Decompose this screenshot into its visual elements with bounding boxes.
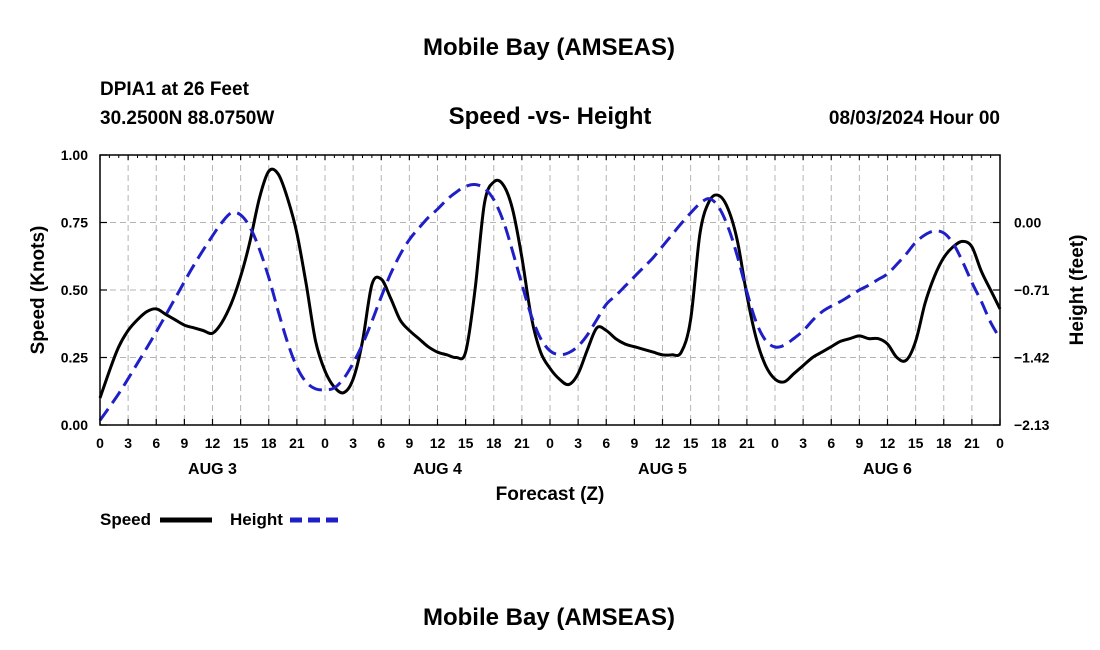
x-tick-label: 21 <box>964 435 980 451</box>
x-tick-label: 9 <box>630 435 638 451</box>
x-tick-label: 0 <box>996 435 1004 451</box>
y-axis-left-title: Speed (Knots) <box>28 226 49 355</box>
x-tick-label: 12 <box>205 435 221 451</box>
x-tick-label: 9 <box>180 435 188 451</box>
y-left-tick-label: 0.25 <box>61 350 88 366</box>
x-tick-label: 0 <box>96 435 104 451</box>
day-label: AUG 3 <box>188 461 237 478</box>
x-tick-label: 15 <box>233 435 249 451</box>
y-left-tick-label: 1.00 <box>61 147 88 163</box>
datetime-label: 08/03/2024 Hour 00 <box>829 108 1000 129</box>
x-tick-label: 18 <box>711 435 727 451</box>
chart-subtitle: Speed -vs- Height <box>449 103 652 130</box>
tick-marks <box>99 154 1001 426</box>
x-axis-title: Forecast (Z) <box>496 484 605 505</box>
x-tick-label: 18 <box>486 435 502 451</box>
y-left-tick-label: 0.00 <box>61 417 88 433</box>
x-tick-label: 18 <box>261 435 277 451</box>
x-tick-label: 15 <box>683 435 699 451</box>
legend-speed-label: Speed <box>100 510 151 529</box>
x-tick-label: 0 <box>321 435 329 451</box>
x-tick-label: 3 <box>124 435 132 451</box>
x-tick-label: 3 <box>799 435 807 451</box>
x-tick-label: 6 <box>152 435 160 451</box>
day-label: AUG 6 <box>863 461 912 478</box>
x-tick-label: 21 <box>739 435 755 451</box>
y-right-tick-label: −0.71 <box>1014 282 1050 298</box>
x-tick-label: 15 <box>458 435 474 451</box>
y-left-tick-label: 0.50 <box>61 282 88 298</box>
day-label: AUG 5 <box>638 461 687 478</box>
right-axis-labels: −2.13 −1.42 −0.71 0.00 <box>1014 215 1050 434</box>
legend-height-label: Height <box>230 510 283 529</box>
x-tick-label: 18 <box>936 435 952 451</box>
y-right-tick-label: −2.13 <box>1014 417 1050 433</box>
x-tick-label: 3 <box>574 435 582 451</box>
series-lines <box>98 167 1002 422</box>
series-height-line <box>98 182 1002 422</box>
y-axis-right-title: Height (feet) <box>1067 235 1088 346</box>
x-tick-label: 3 <box>349 435 357 451</box>
x-tick-label: 21 <box>514 435 530 451</box>
x-tick-label: 15 <box>908 435 924 451</box>
x-tick-label: 0 <box>546 435 554 451</box>
left-axis-labels: 0.00 0.25 0.50 0.75 1.00 <box>61 147 88 433</box>
y-left-tick-label: 0.75 <box>61 215 88 231</box>
x-tick-label: 0 <box>771 435 779 451</box>
x-tick-label: 21 <box>289 435 305 451</box>
y-right-tick-label: −1.42 <box>1014 350 1050 366</box>
x-tick-label: 6 <box>602 435 610 451</box>
x-tick-label: 9 <box>855 435 863 451</box>
coords-label: 30.2500N 88.0750W <box>100 108 274 129</box>
x-tick-label: 12 <box>880 435 896 451</box>
grid <box>100 155 1000 425</box>
x-tick-label: 6 <box>377 435 385 451</box>
x-axis-labels: 0 3 6 9 12 15 18 21 0 3 6 9 12 15 18 21 0 3 6 9 12 15 18 21 0 3 6 9… <box>96 435 1004 451</box>
day-label: AUG 4 <box>413 461 462 478</box>
y-right-tick-label: 0.00 <box>1014 215 1041 231</box>
x-tick-label: 6 <box>827 435 835 451</box>
station-label: DPIA1 at 26 Feet <box>100 79 250 100</box>
footer-title: Mobile Bay (AMSEAS) <box>423 604 675 631</box>
x-tick-label: 12 <box>655 435 671 451</box>
day-labels: AUG 3 AUG 4 AUG 5 AUG 6 <box>188 461 912 478</box>
x-tick-label: 12 <box>430 435 446 451</box>
x-tick-label: 9 <box>405 435 413 451</box>
chart-title: Mobile Bay (AMSEAS) <box>423 34 675 61</box>
series-speed-line <box>98 167 1002 399</box>
